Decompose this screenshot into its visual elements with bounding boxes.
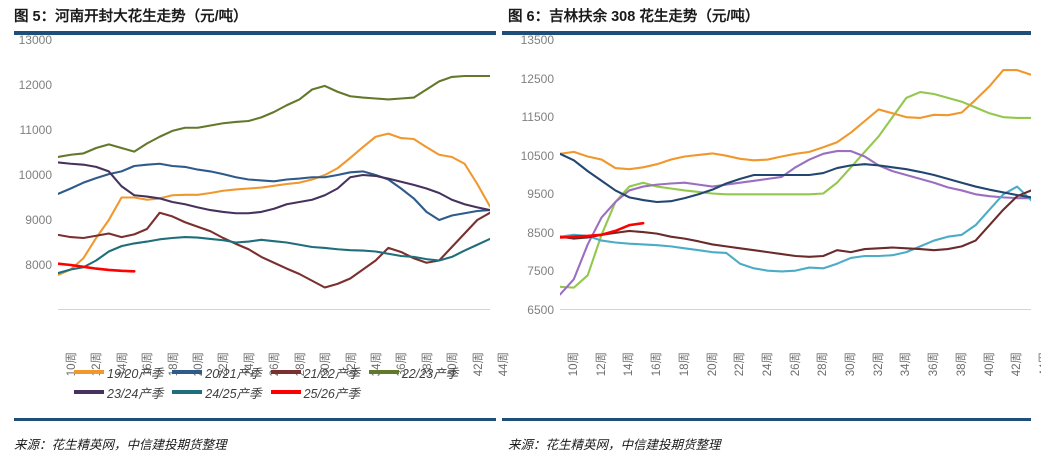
- x-tick-label: 38周: [955, 352, 968, 377]
- source-note-right: 来源：花生精英网，中信建投期货整理: [508, 438, 721, 452]
- legend-label: 20/21产季: [205, 366, 262, 381]
- line-chart-svg-left: [58, 74, 490, 289]
- x-tick-label: 22周: [734, 352, 747, 377]
- legend-color-swatch: [74, 390, 104, 394]
- figure-panel-right: 图 6：吉林扶余 308 花生走势（元/吨） 6500 7500 8500 9500 1…: [498, 0, 1041, 461]
- figure-6-title: 图 6：吉林扶余 308 花生走势（元/吨）: [508, 9, 760, 25]
- y-tick-label: 12000: [18, 78, 52, 92]
- line-chart-svg-right: [560, 69, 1031, 296]
- x-tick-label: 42周: [1011, 352, 1024, 377]
- series-line: [560, 152, 1031, 204]
- x-tick-label: 44周: [1039, 352, 1041, 377]
- y-tick-label: 10000: [18, 168, 52, 182]
- source-note-left: 来源：花生精英网，中信建投期货整理: [14, 438, 227, 452]
- legend-color-swatch: [172, 390, 203, 394]
- x-tick-label: 28周: [817, 352, 830, 377]
- y-tick-label: 8500: [527, 225, 554, 240]
- series-line: [58, 236, 490, 275]
- legend-item[interactable]: 22/23产季: [368, 363, 459, 382]
- x-tick-label: 12周: [595, 352, 608, 377]
- x-tick-label: 32周: [872, 352, 885, 377]
- series-line: [58, 162, 490, 222]
- legend-left: 19/20产季 20/21产季 21/22产季 22/23产季 23/24产季 24/25…: [74, 362, 494, 402]
- x-tick-label: 26周: [789, 352, 802, 377]
- y-tick-label: 13000: [18, 33, 52, 47]
- legend-item[interactable]: 25/26产季: [270, 383, 360, 402]
- y-tick-label: 8000: [25, 258, 52, 272]
- y-tick-label: 7500: [527, 264, 554, 279]
- legend-item[interactable]: 21/22产季: [270, 363, 360, 382]
- y-tick-label: 6500: [527, 303, 554, 317]
- legend-row: 23/24产季 24/25产季 25/26产季: [74, 382, 494, 402]
- y-axis-labels-left: 8000 9000 10000 11000 12000 13000: [0, 33, 58, 310]
- legend-label: 22/23产季: [401, 366, 459, 381]
- x-axis-line-left: [58, 309, 490, 310]
- legend-label: 19/20产季: [107, 366, 164, 381]
- series-line: [560, 221, 645, 239]
- x-tick-label: 14周: [623, 352, 636, 377]
- series-line: [560, 189, 1031, 258]
- legend-color-swatch: [74, 370, 104, 374]
- x-tick-label: 34周: [900, 352, 913, 377]
- title-divider-left: [14, 31, 496, 35]
- x-tick-label: 18周: [678, 352, 691, 377]
- series-line: [560, 91, 1031, 289]
- series-line: [58, 262, 136, 273]
- chart-figure-6: 6500 7500 8500 9500 10500 11500 12500 13500 10周…: [498, 33, 1041, 376]
- legend-label: 24/25产季: [205, 386, 262, 401]
- y-tick-label: 10500: [520, 148, 554, 163]
- plot-area-left: [58, 40, 490, 310]
- y-tick-label: 12500: [520, 71, 554, 86]
- series-line: [58, 211, 490, 289]
- legend-label: 23/24产季: [107, 386, 164, 401]
- y-axis-labels-right: 6500 7500 8500 9500 10500 11500 12500 13500: [498, 33, 560, 317]
- x-tick-label: 24周: [761, 352, 774, 377]
- legend-item[interactable]: 23/24产季: [74, 383, 163, 402]
- x-tick-label: 10周: [568, 352, 580, 377]
- y-tick-label: 13500: [520, 33, 554, 47]
- legend-label: 25/26产季: [303, 386, 360, 401]
- x-axis-labels-right: 10周 12周 14周 16周 18周 20周 22周 24周 26周 28周 30周 32周 34周 3…: [560, 350, 1041, 398]
- series-line: [58, 161, 490, 215]
- legend-item[interactable]: 20/21产季: [172, 363, 262, 382]
- series-line: [58, 74, 490, 159]
- x-tick-label: 36周: [928, 352, 941, 377]
- x-tick-label: 20周: [706, 352, 719, 377]
- y-tick-label: 11000: [19, 123, 52, 137]
- title-divider-right: [502, 31, 1031, 35]
- plot-area-right: [560, 40, 1031, 310]
- chart-figure-5: 8000 9000 10000 11000 12000 13000 10周 12周 14周 16…: [0, 33, 510, 376]
- legend-item[interactable]: 24/25产季: [172, 383, 262, 402]
- x-axis-line-right: [560, 309, 1031, 310]
- series-line: [58, 132, 490, 276]
- legend-color-swatch: [368, 370, 399, 374]
- figure-5-title: 图 5：河南开封大花生走势（元/吨）: [14, 9, 248, 25]
- x-tick-label: 30周: [845, 352, 858, 377]
- y-tick-label: 11500: [521, 110, 554, 125]
- legend-color-swatch: [172, 370, 203, 374]
- legend-color-swatch: [270, 370, 301, 374]
- legend-color-swatch: [270, 390, 301, 394]
- footer-divider-left: [14, 418, 496, 421]
- x-tick-label: 40周: [983, 352, 996, 377]
- series-line: [560, 150, 1031, 296]
- series-line: [560, 69, 1031, 171]
- legend-row: 19/20产季 20/21产季 21/22产季 22/23产季: [74, 362, 494, 382]
- y-tick-label: 9500: [527, 187, 554, 202]
- y-tick-label: 9000: [25, 213, 52, 227]
- figure-panel-left: 图 5：河南开封大花生走势（元/吨） 8000 9000 10000 11000 120…: [0, 0, 510, 461]
- series-line: [560, 185, 1031, 273]
- footer-divider-right: [502, 418, 1031, 421]
- legend-label: 21/22产季: [303, 366, 360, 381]
- legend-item[interactable]: 19/20产季: [74, 363, 163, 382]
- x-tick-label: 16周: [651, 352, 664, 377]
